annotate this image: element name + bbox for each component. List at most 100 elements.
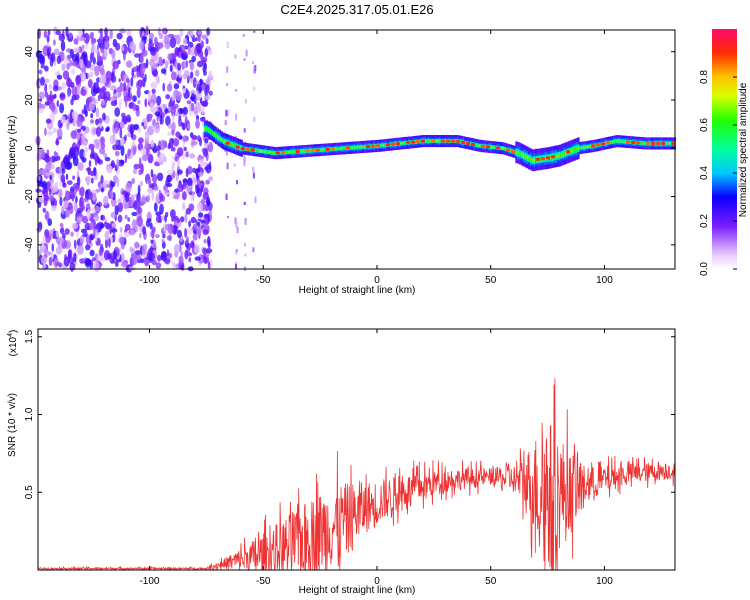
spectrogram-ridge-cell: [557, 154, 560, 158]
spectrogram-noise-cell: [38, 181, 45, 187]
spectrogram-ridge-cell: [620, 140, 624, 143]
spectrogram-ytick-label: 20: [24, 94, 35, 106]
spectrogram-noise-cell: [103, 49, 108, 58]
spectrogram-noise-cell: [140, 64, 146, 75]
spectrogram-noise-cell: [107, 96, 111, 102]
spectrogram-noise-cell: [182, 178, 188, 183]
spectrogram-ytick-label: 0: [24, 145, 35, 151]
spectrogram-noise-cell: [156, 172, 164, 182]
spectrogram-ridge-cell: [644, 142, 647, 145]
spectrogram-ridge-cell: [286, 151, 289, 154]
spectrogram-noise-cell: [181, 46, 186, 51]
spectrogram-peak-cell: [590, 144, 596, 148]
spectrogram-ridge-cell: [222, 139, 225, 143]
spectrogram-noise-cell: [87, 73, 91, 79]
spectrogram-noise-cell: [200, 50, 204, 61]
spectrogram-noise-cell: [192, 233, 198, 241]
spectrogram-noise-cell: [40, 76, 45, 86]
spectrogram-noise-cell: [101, 99, 106, 106]
spectrogram-noise-cell: [148, 183, 154, 189]
spectrogram-peak-cell: [460, 140, 466, 144]
spectrogram-noise-cell: [94, 155, 98, 166]
spectrogram-noise-cell: [79, 58, 84, 69]
spectrogram-noise-cell: [44, 83, 48, 94]
spectrogram-ridge-cell: [639, 142, 642, 144]
spectrogram-noise-cell: [140, 163, 144, 175]
spectrogram-noise-cell: [150, 47, 157, 56]
spectrogram-noise-cell: [151, 173, 158, 183]
spectrogram-noise-cell: [99, 136, 106, 146]
spectrogram-streak-cell: [243, 201, 246, 205]
spectrogram-noise-cell: [198, 254, 204, 264]
spectrogram-noise-cell: [134, 250, 142, 256]
spectrogram-noise-cell: [92, 257, 96, 262]
spectrogram-noise-cell: [196, 201, 203, 213]
spectrogram-ridge-cell: [664, 142, 667, 145]
colorbar-tick-label: 0.2: [699, 214, 710, 228]
spectrogram-noise-cell: [205, 248, 213, 254]
spectrogram-streak-cell: [236, 248, 238, 253]
spectrogram-noise-cell: [134, 241, 140, 249]
snr-x-ticks: -100 -50 0 50 100: [139, 329, 613, 587]
spectrogram-ridge-cell: [477, 144, 480, 147]
spectrogram-plot: -100 -50 0 50 100 -40 -20 0 20 40 Height of stra…: [7, 25, 676, 296]
spectrogram-ridge-cell: [560, 153, 564, 157]
spectrogram-noise-cell: [60, 115, 66, 125]
spectrogram-ridge-cell: [435, 140, 438, 142]
spectrogram-noise-cell: [165, 94, 171, 100]
spectrogram-noise-cell: [181, 54, 188, 60]
spectrogram-noise-cell: [174, 52, 178, 58]
spectrogram-ridge-cell: [209, 130, 212, 133]
spectrogram-noise-cell: [184, 250, 189, 260]
spectrogram-noise-cell: [125, 192, 130, 203]
spectrogram-ridge-cell: [362, 146, 365, 148]
spectrogram-noise-cell: [80, 89, 87, 96]
spectrogram-peak-cell: [510, 150, 516, 154]
spectrogram-noise-cell: [104, 157, 111, 162]
spectrogram-noise-cell: [70, 130, 78, 140]
spectrogram-noise-cell: [135, 254, 142, 261]
spectrogram-noise-cell: [126, 114, 131, 123]
spectrogram-streak-cell: [236, 227, 239, 234]
spectrogram-noise-cell: [106, 165, 113, 173]
spectrogram-noise-cell: [125, 96, 128, 108]
spectrogram-ridge-cell: [666, 142, 669, 145]
spectrogram-noise-cell: [181, 61, 187, 70]
spectrogram-ridge-cell: [336, 147, 340, 150]
spectrogram-noise-cell: [208, 176, 214, 182]
spectrogram-noise-cell: [93, 139, 98, 144]
spectrogram-noise-cell: [44, 91, 49, 98]
spectrogram-streak-cell: [253, 30, 256, 33]
spectrogram-ridge-cell: [380, 144, 383, 147]
spectrogram-noise-cell: [148, 42, 155, 48]
spectrogram-noise-cell: [157, 27, 161, 36]
spectrogram-noise-cell: [203, 161, 208, 167]
spectrogram-noise-cell: [77, 128, 82, 133]
spectrogram-noise-cell: [111, 223, 117, 228]
spectrogram-noise-cell: [55, 137, 59, 146]
spectrogram-noise-cell: [64, 209, 69, 217]
spectrogram-noise-cell: [100, 47, 105, 54]
spectrogram-ytick-label: 40: [24, 46, 35, 58]
snr-plot: -100 -50 0 50 100 0.5 1.0 1.5 Height of straig…: [7, 328, 676, 596]
spectrogram-noise-cell: [71, 190, 75, 202]
spectrogram-streak-cell: [234, 54, 237, 59]
spectrogram-noise-cell: [72, 175, 75, 180]
spectrogram-noise-cell: [205, 179, 210, 185]
spectrogram-noise-cell: [44, 78, 50, 84]
spectrogram-peak-cell: [415, 139, 421, 144]
spectrogram-noise-cell: [127, 183, 133, 188]
spectrogram-ridge-cell: [438, 140, 442, 142]
spectrogram-xtick-label: 100: [596, 275, 613, 286]
spectrogram-noise-cell: [83, 150, 87, 159]
spectrogram-ridge-cell: [215, 134, 218, 137]
spectrogram-noise-cell: [142, 226, 147, 236]
spectrogram-noise-cell: [182, 106, 188, 115]
spectrogram-noise-cell: [123, 81, 127, 92]
spectrogram-noise-cell: [128, 196, 132, 206]
spectrogram-peak-cell: [395, 142, 401, 146]
spectrogram-noise-cell: [123, 202, 130, 209]
spectrogram-noise-cell: [76, 117, 83, 128]
spectrogram-noise-cell: [147, 193, 150, 203]
spectrogram-ridge-cell: [588, 145, 591, 148]
